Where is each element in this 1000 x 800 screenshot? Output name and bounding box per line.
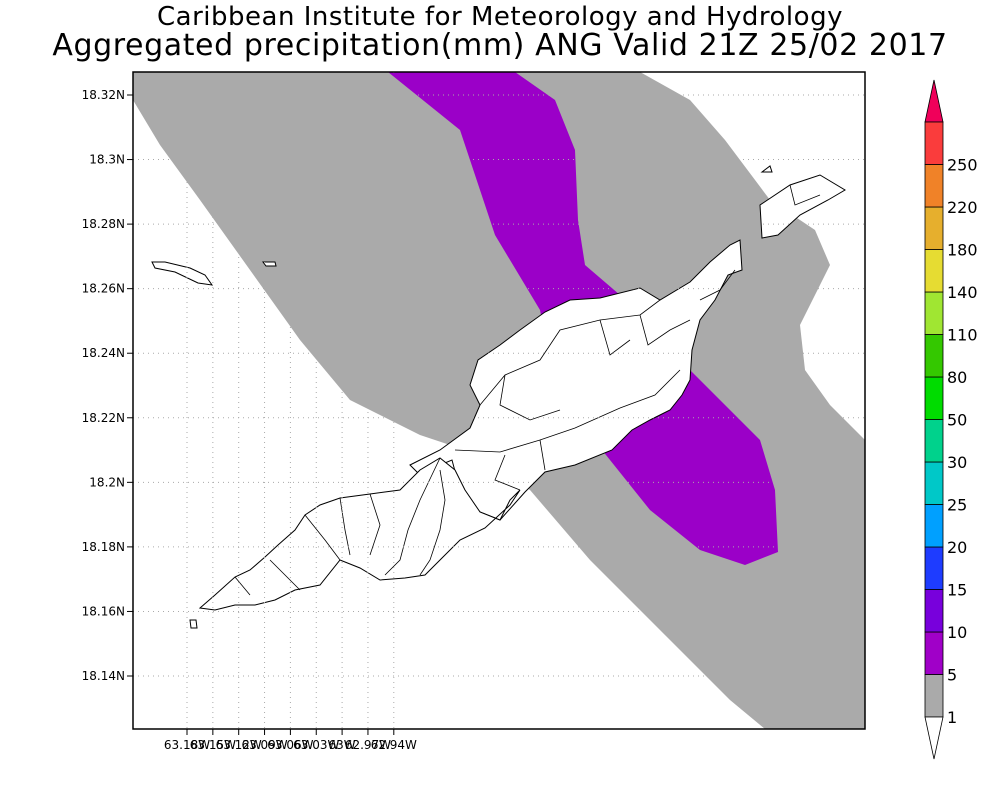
colorbar-segment [924, 376, 944, 420]
admin-boundaries [234, 184, 821, 596]
colorbar-label: 15 [947, 581, 967, 600]
colorbar-label: 80 [947, 368, 967, 387]
institute-title: Caribbean Institute for Meteorology and … [157, 2, 843, 32]
lat-tick-label: 18.14N [82, 669, 125, 683]
colorbar-segment [924, 206, 944, 250]
lat-tick-label: 18.24N [82, 346, 125, 360]
chart-title: Aggregated precipitation(mm) ANG Valid 2… [52, 28, 948, 63]
plot-frame [132, 71, 866, 730]
latitude-axis: 18.32N 18.3N 18.28N 18.26N 18.24N 18.22N 18.2N… [82, 88, 133, 683]
colorbar-segment [924, 249, 944, 293]
lat-tick-label: 18.32N [82, 88, 125, 102]
colorbar-segment [924, 419, 944, 463]
lon-tick-label: 63.18W [164, 738, 210, 752]
lat-tick-label: 18.2N [89, 475, 125, 489]
colorbar-label: 140 [947, 283, 978, 302]
colorbar-label: 180 [947, 241, 978, 260]
lat-tick-label: 18.26N [82, 282, 125, 296]
colorbar-label: 25 [947, 496, 967, 515]
colorbar-label: 10 [947, 623, 967, 642]
colorbar-label: 110 [947, 326, 978, 345]
graticule [133, 72, 865, 729]
colorbar-label: 50 [947, 411, 967, 430]
colorbar-label: 250 [947, 156, 978, 175]
lon-tick-label: 63.12W [216, 738, 262, 752]
colorbar-top-arrow [924, 79, 944, 123]
sw-islet [189, 619, 198, 629]
west-islet-small [262, 261, 277, 267]
colorbar-label: 220 [947, 198, 978, 217]
colorbar-segment [924, 121, 944, 165]
lat-tick-label: 18.3N [89, 153, 125, 167]
lat-tick-label: 18.18N [82, 540, 125, 554]
coastline-outlines [151, 165, 846, 629]
colorbar-label: 1 [947, 708, 957, 727]
saint-martin-island [198, 457, 521, 611]
colorbar-segment [924, 631, 944, 675]
lon-tick-label: 63W [329, 738, 356, 752]
lon-tick-label: 62.97W [345, 738, 391, 752]
ne-islet-small [760, 165, 773, 173]
colorbar-bottom-arrow [924, 716, 944, 760]
colorbar-segment [924, 334, 944, 378]
lon-tick-label: 63.09W [241, 738, 287, 752]
lon-tick-label: 63.15W [190, 738, 236, 752]
colorbar-label: 5 [947, 666, 957, 685]
lon-tick-label: 63.03W [293, 738, 339, 752]
lat-tick-label: 18.16N [82, 604, 125, 618]
colorbar-segment [924, 291, 944, 335]
colorbar-segment [924, 164, 944, 208]
colorbar-label: 30 [947, 453, 967, 472]
lat-tick-label: 18.28N [82, 217, 125, 231]
longitude-axis: 63.18W63.15W63.12W63.09W63.06W63.03W63W6… [164, 729, 417, 752]
lon-tick-label: 63.06W [267, 738, 313, 752]
west-islet [151, 261, 214, 286]
colorbar-segment [924, 674, 944, 718]
colorbar-segment [924, 461, 944, 505]
lon-tick-label: 62.94W [371, 738, 417, 752]
lat-tick-label: 18.22N [82, 411, 125, 425]
colorbar-label: 20 [947, 538, 967, 557]
colorbar-segment [924, 504, 944, 548]
ne-islet [759, 174, 846, 239]
colorbar-segment [924, 546, 944, 590]
colorbar-segment [924, 589, 944, 633]
